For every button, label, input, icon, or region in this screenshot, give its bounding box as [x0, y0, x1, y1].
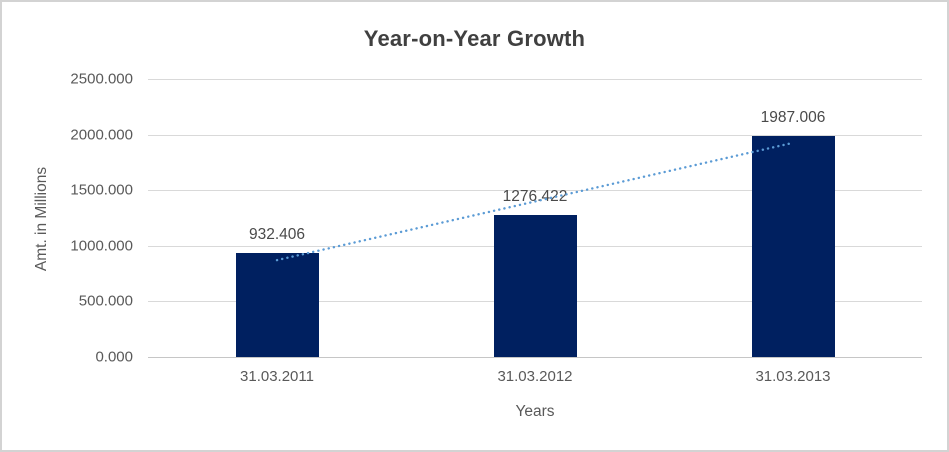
bar-value-label: 932.406: [248, 226, 306, 244]
gridline: [148, 134, 922, 136]
bar: [751, 136, 835, 357]
y-tick-label: 0.000: [95, 348, 133, 366]
y-tick-label: 2500.000: [70, 70, 133, 88]
x-tick-label: 31.03.2013: [755, 368, 831, 385]
chart-title: Year-on-Year Growth: [363, 26, 586, 51]
x-tick-label: 31.03.2012: [497, 368, 573, 385]
x-axis-line: [148, 357, 922, 358]
y-tick-label: 500.000: [78, 292, 133, 310]
y-tick-label: 1500.000: [70, 181, 133, 199]
bar: [235, 253, 319, 357]
plot-area: 932.406 31.03.2011 1276.422 31.03.2012 1987.…: [148, 79, 922, 385]
gridline: [148, 79, 922, 80]
x-axis-title: Years: [515, 403, 555, 420]
y-axis-tick-labels: 2500.000 2000.000 1500.000 1000.000 500.000 0…: [2, 71, 133, 366]
x-tick-label: 31.03.2011: [240, 368, 314, 385]
y-tick-label: 2000.000: [70, 126, 133, 144]
bar-value-label: 1987.006: [760, 109, 826, 127]
y-tick-label: 1000.000: [70, 237, 133, 255]
bar-value-label: 1276.422: [502, 188, 568, 206]
bar: [493, 215, 577, 357]
